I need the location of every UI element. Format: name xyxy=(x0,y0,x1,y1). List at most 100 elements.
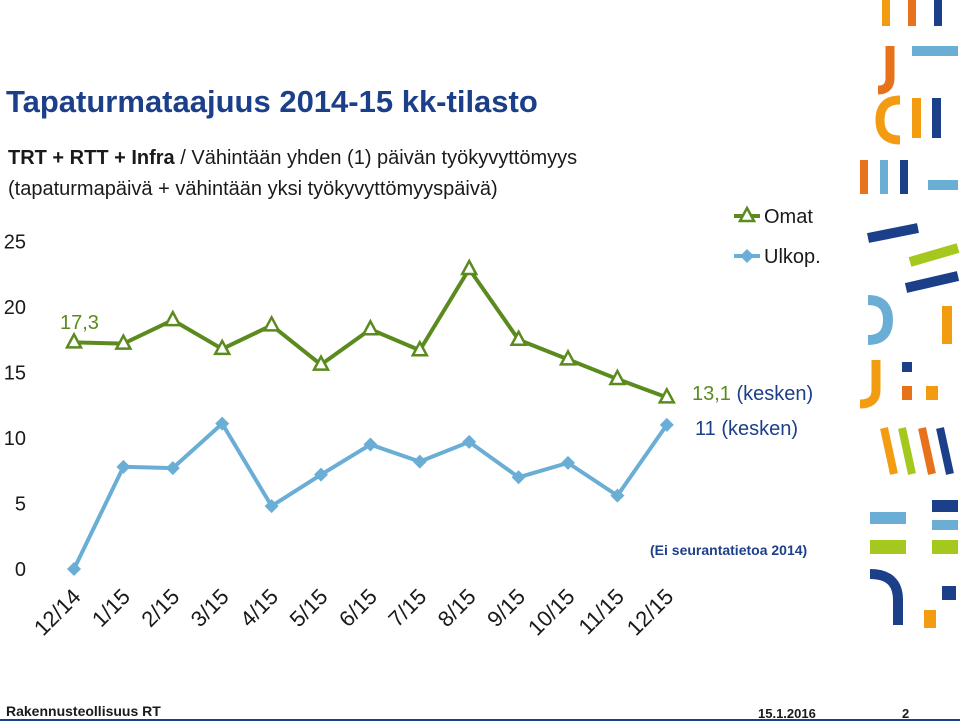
legend-omat-marker xyxy=(737,205,757,223)
data-point-omat xyxy=(262,314,281,332)
legend-ulkop-marker xyxy=(740,249,754,263)
deco-shape xyxy=(924,610,936,628)
ulkop-last-value: 11 xyxy=(695,418,716,440)
legend-omat-label: Omat xyxy=(764,206,813,228)
x-tick-label: 6/15 xyxy=(334,584,382,632)
data-point-ulkop xyxy=(462,434,477,449)
x-tick-label: 7/15 xyxy=(383,584,431,632)
legend-ulkop-label: Ulkop. xyxy=(764,246,821,268)
deco-shape xyxy=(904,271,960,293)
data-point-ulkop xyxy=(67,562,81,576)
data-point-ulkop xyxy=(363,437,378,452)
deco-shape xyxy=(880,427,898,475)
footer-company: Rakennusteollisuus RT xyxy=(6,703,161,719)
data-point-ulkop xyxy=(412,454,427,469)
deco-shape xyxy=(898,427,916,475)
deco-shape xyxy=(870,512,906,524)
deco-shape xyxy=(882,0,890,26)
deco-shape xyxy=(867,295,894,345)
data-point-omat xyxy=(163,309,182,327)
y-tick-label: 10 xyxy=(4,428,26,450)
ulkop-last-value-label: 11 (kesken) xyxy=(695,418,798,440)
data-point-omat xyxy=(657,386,676,404)
data-point-ulkop xyxy=(215,416,230,431)
x-tick-label: 10/15 xyxy=(523,584,580,641)
no-data-note: (Ei seurantatietoa 2014) xyxy=(650,542,807,558)
deco-shape xyxy=(908,0,916,26)
x-tick-label: 9/15 xyxy=(482,584,530,632)
data-point-ulkop xyxy=(264,499,279,514)
x-tick-label: 5/15 xyxy=(285,584,333,632)
deco-shape xyxy=(918,427,936,475)
chart-series xyxy=(64,258,676,576)
deco-shape xyxy=(869,569,903,625)
y-tick-label: 0 xyxy=(15,559,26,581)
deco-shape xyxy=(928,180,958,190)
first-value-label: 17,3 xyxy=(60,312,99,334)
data-point-omat xyxy=(410,339,429,357)
subtitle-line-1: TRT + RTT + Infra / Vähintään yhden (1) … xyxy=(8,147,577,170)
x-axis-ticks: 12/14 1/15 2/15 3/15 4/15 5/15 6/15 7/15 8/15 9/1… xyxy=(29,584,678,641)
deco-shape xyxy=(867,223,919,243)
omat-last-value: 13,1 xyxy=(692,383,731,405)
data-point-ulkop xyxy=(511,470,526,485)
omat-last-note: (kesken) xyxy=(731,383,813,405)
subtitle-bold: TRT + RTT + Infra xyxy=(8,147,175,169)
deco-shape xyxy=(932,500,958,512)
data-point-ulkop xyxy=(165,461,180,476)
data-point-omat xyxy=(558,348,578,366)
deco-shape xyxy=(870,540,906,554)
deco-shape xyxy=(877,46,895,95)
x-tick-label: 12/15 xyxy=(622,584,679,641)
deco-shape xyxy=(942,586,956,600)
data-point-ulkop xyxy=(610,488,625,503)
page-title: Tapaturmataajuus 2014-15 kk-tilasto xyxy=(6,84,538,119)
footer-page-number: 2 xyxy=(902,706,910,721)
deco-shape xyxy=(912,46,958,56)
x-tick-label: 12/14 xyxy=(29,584,86,641)
x-tick-label: 11/15 xyxy=(573,584,628,639)
deco-shape xyxy=(900,160,908,194)
data-point-omat xyxy=(509,329,528,346)
x-tick-label: 4/15 xyxy=(235,584,283,632)
deco-shape xyxy=(932,520,958,530)
data-point-ulkop xyxy=(116,459,131,474)
footer-date: 15.1.2016 xyxy=(758,706,816,721)
deco-shape xyxy=(912,98,921,138)
data-point-omat xyxy=(608,368,627,386)
data-point-ulkop xyxy=(314,467,328,482)
chart-annotations: 17,3 13,1 (kesken) 11 (kesken) (Ei seura… xyxy=(60,312,813,558)
deco-shape xyxy=(936,427,954,475)
deco-shape xyxy=(926,386,938,400)
subtitle-rest: / Vähintään yhden (1) päivän työkyvyttöm… xyxy=(174,147,578,169)
deco-shape xyxy=(902,362,912,372)
footer-divider xyxy=(0,719,960,721)
subtitle-line-2: (tapaturmapäivä + vähintään yksi työkyvy… xyxy=(8,178,498,200)
deco-shape xyxy=(902,386,912,400)
data-point-ulkop xyxy=(659,417,674,432)
deco-shape xyxy=(932,98,941,138)
y-tick-label: 20 xyxy=(4,297,26,319)
y-axis-ticks: 0 5 10 15 20 25 xyxy=(4,232,26,582)
deco-shape xyxy=(934,0,942,26)
data-point-omat xyxy=(213,338,232,356)
deco-shape xyxy=(908,243,960,267)
omat-last-value-label: 13,1 (kesken) xyxy=(692,383,813,405)
deco-shape xyxy=(932,540,958,554)
x-tick-label: 8/15 xyxy=(433,584,481,632)
x-tick-label: 3/15 xyxy=(186,584,234,632)
x-tick-label: 2/15 xyxy=(136,584,184,632)
data-point-ulkop xyxy=(561,455,575,470)
ulkop-last-note: (kesken) xyxy=(716,418,798,440)
y-tick-label: 25 xyxy=(4,232,26,254)
data-point-omat xyxy=(460,258,479,276)
deco-shape xyxy=(942,306,952,344)
deco-shape xyxy=(859,360,881,409)
y-tick-label: 5 xyxy=(15,494,26,516)
deco-shape xyxy=(875,95,901,145)
data-point-omat xyxy=(64,331,84,349)
y-tick-label: 15 xyxy=(4,363,26,385)
chart-legend: Omat Ulkop. xyxy=(734,205,821,268)
x-tick-label: 1/15 xyxy=(87,584,135,632)
